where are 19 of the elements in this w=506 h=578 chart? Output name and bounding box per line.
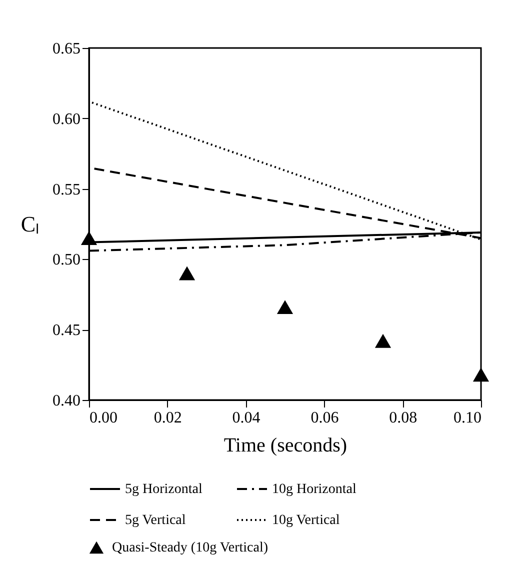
x-axis-title: Time (seconds) xyxy=(224,434,348,456)
x-tick-label: 0.04 xyxy=(232,410,260,426)
y-axis-title: Cₗ xyxy=(20,212,40,236)
y-tick-label: 0.60 xyxy=(52,110,80,128)
legend-label: Quasi-Steady (10g Vertical) xyxy=(112,540,268,556)
x-tick-label: 0.06 xyxy=(310,410,339,426)
y-tick-label: 0.50 xyxy=(52,252,80,269)
y-tick-label: 0.45 xyxy=(52,322,80,340)
x-tick-label: 0.00 xyxy=(90,410,118,426)
x-tick-label: 0.08 xyxy=(389,410,418,426)
legend-label: 10g Vertical xyxy=(272,513,340,528)
legend-label: 5g Vertical xyxy=(125,513,186,528)
legend-label: 10g Horizontal xyxy=(272,482,356,497)
x-tick-label: 0.02 xyxy=(154,410,182,426)
y-tick-label: 0.55 xyxy=(52,181,80,198)
y-tick-label: 0.65 xyxy=(52,40,80,58)
y-tick-label: 0.40 xyxy=(52,392,80,410)
x-tick-label: 0.10 xyxy=(454,410,482,426)
legend-label: 5g Horizontal xyxy=(125,482,202,497)
